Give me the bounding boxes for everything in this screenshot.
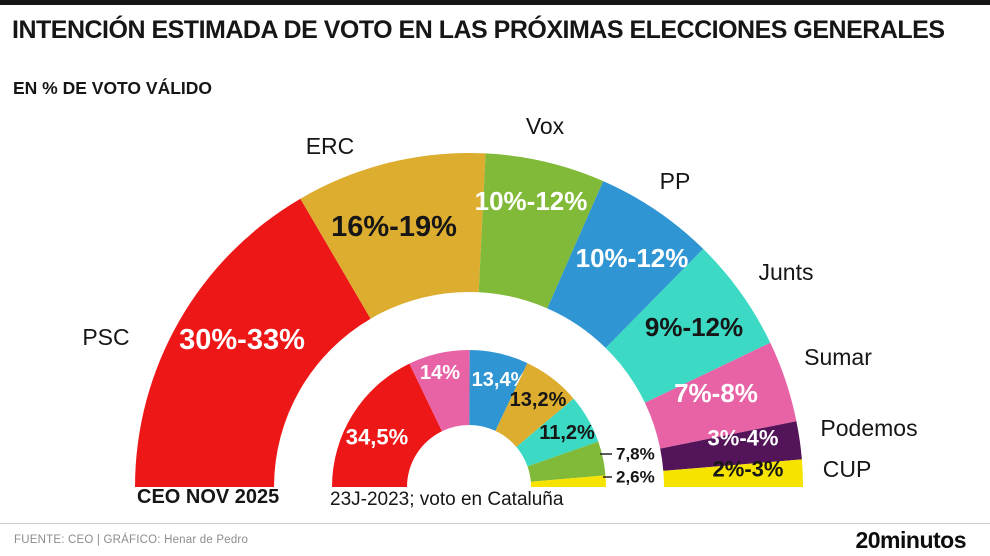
inner-value-label-vox: 7,8%	[616, 445, 655, 464]
inner-segment-pp	[469, 350, 528, 431]
inner-segment-cup	[530, 475, 606, 487]
outer-value-label-pp: 10%-12%	[576, 243, 689, 273]
outer-value-label-vox: 10%-12%	[475, 186, 588, 216]
inner-value-label-erc: 13,2%	[510, 389, 567, 411]
inner-value-label-pp: 13,4%	[472, 369, 529, 391]
outer-value-label-junts: 9%-12%	[645, 312, 743, 342]
outer-ring-caption: CEO NOV 2025	[137, 486, 280, 508]
outer-segment-erc	[300, 152, 486, 319]
inner-value-label-junts: 11,2%	[539, 422, 595, 444]
outer-segment-pp	[547, 181, 704, 348]
inner-segment-junts	[516, 398, 599, 467]
outer-segment-junts	[605, 248, 771, 403]
outer-segment-cup	[663, 459, 804, 487]
inner-value-label-psc: 34,5%	[346, 425, 408, 450]
party-label-vox: Vox	[526, 113, 565, 139]
inner-value-label-sumar: 14%	[420, 362, 460, 384]
inner-value-label-cup: 2,6%	[616, 468, 655, 487]
inner-ring-caption: 23J-2023; voto en Cataluña	[330, 489, 564, 510]
outer-segment-podemos	[660, 421, 802, 471]
party-label-pp: PP	[660, 168, 691, 194]
party-label-sumar: Sumar	[804, 344, 872, 370]
outer-segment-vox	[478, 153, 604, 309]
outer-value-label-cup: 2%-3%	[713, 457, 784, 482]
outer-value-label-podemos: 3%-4%	[708, 426, 779, 451]
inner-segment-sumar	[409, 349, 470, 432]
inner-segment-psc	[332, 363, 442, 487]
party-label-junts: Junts	[759, 259, 814, 285]
footer: FUENTE: CEO | GRÁFICO: Henar de Pedro 20…	[0, 523, 990, 556]
source-credit: FUENTE: CEO | GRÁFICO: Henar de Pedro	[14, 534, 249, 546]
party-label-podemos: Podemos	[820, 415, 917, 441]
outer-segment-psc	[135, 198, 371, 487]
party-label-cup: CUP	[823, 456, 872, 482]
outer-value-label-erc: 16%-19%	[331, 211, 457, 243]
party-label-psc: PSC	[82, 324, 129, 350]
page-subtitle: EN % DE VOTO VÁLIDO	[13, 78, 213, 98]
inner-segment-erc	[495, 363, 574, 447]
outer-value-label-psc: 30%-33%	[179, 324, 305, 356]
party-label-erc: ERC	[306, 133, 355, 159]
hemicycle-chart: 30%-33% PSC 16%-19% ERC 10%-12% Vox 10%-12% PP 9…	[82, 113, 918, 487]
outer-value-label-sumar: 7%-8%	[674, 378, 758, 408]
publisher-logo: 20minutos	[855, 527, 966, 553]
outer-segment-sumar	[644, 342, 797, 449]
top-bar	[0, 0, 990, 5]
page-title: INTENCIÓN ESTIMADA DE VOTO EN LAS PRÓXIM…	[12, 16, 945, 44]
inner-segment-vox	[527, 441, 606, 482]
